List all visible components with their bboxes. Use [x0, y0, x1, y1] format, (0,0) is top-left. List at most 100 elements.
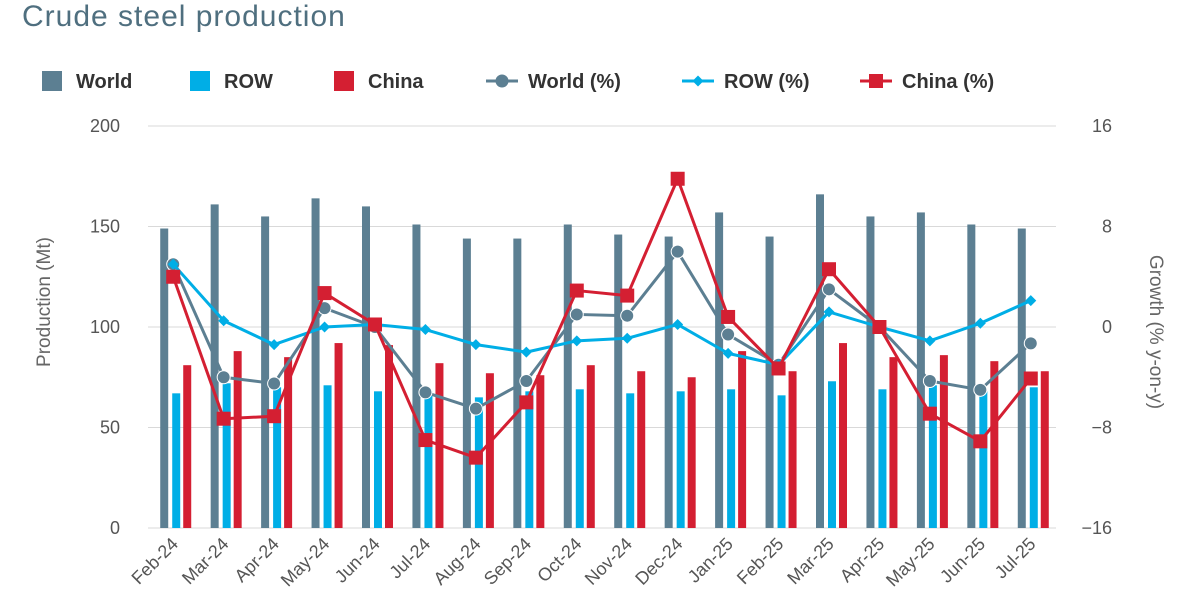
point-china	[872, 320, 887, 334]
x-tick-label: Jul-25	[991, 534, 1040, 583]
bar-row	[1029, 387, 1038, 528]
point-china	[468, 450, 483, 465]
bar-row	[222, 383, 231, 528]
bar-row	[676, 391, 685, 528]
point-world	[721, 327, 736, 342]
y2-tick-label: 8	[1102, 217, 1112, 237]
legend-marker-world	[495, 74, 509, 88]
point-china	[620, 288, 635, 303]
x-tick-label: Mar-25	[783, 534, 837, 588]
legend-label-china: China (%)	[902, 71, 994, 93]
point-row	[1025, 295, 1037, 307]
point-china	[721, 309, 736, 324]
x-tick-label: May-25	[882, 534, 939, 591]
x-tick-label: Feb-24	[128, 534, 182, 588]
bar-row	[374, 391, 382, 528]
chart-title: Crude steel production	[22, 0, 346, 33]
point-row	[218, 315, 230, 327]
point-world	[216, 370, 231, 385]
point-china	[418, 433, 433, 448]
bar-china	[183, 365, 192, 528]
bar-world	[816, 194, 824, 528]
bar-china	[536, 375, 545, 528]
point-china	[1023, 371, 1038, 386]
bar-world	[614, 234, 623, 529]
legend-swatch-row	[190, 71, 210, 91]
bar-china	[586, 365, 595, 528]
bar-row	[979, 391, 988, 528]
bar-world	[311, 198, 320, 529]
bar-world	[160, 228, 169, 528]
point-world	[267, 376, 282, 391]
bar-row	[777, 395, 786, 528]
bar-row	[727, 389, 736, 528]
bar-china	[839, 343, 847, 528]
x-tick-label: Nov-24	[581, 534, 636, 589]
legend-label-world: World (%)	[528, 71, 621, 93]
point-world	[670, 244, 685, 259]
point-china	[569, 283, 584, 298]
point-row	[319, 321, 331, 333]
y-axis-title: Production (Mt)	[34, 237, 55, 367]
point-world	[822, 282, 836, 297]
point-world	[1023, 336, 1038, 351]
point-world	[569, 307, 584, 322]
point-china	[166, 269, 181, 284]
point-row	[470, 339, 482, 351]
point-row	[167, 258, 179, 270]
series-line-row	[172, 263, 1032, 367]
bar-world	[412, 224, 421, 529]
point-row	[974, 317, 986, 329]
legend-label-row: ROW (%)	[724, 71, 810, 93]
bar-world	[866, 216, 875, 528]
bar-world	[715, 212, 724, 528]
bar-row	[575, 389, 584, 528]
x-tick-label: Jul-24	[385, 534, 434, 583]
bar-world	[513, 238, 522, 528]
bar-china	[738, 351, 747, 528]
legend-label-world: World	[76, 71, 132, 93]
point-china	[973, 434, 988, 449]
bar-china	[788, 371, 797, 528]
x-tick-label: Sep-24	[480, 534, 535, 589]
y2-axis-title: Growth (% y-on-y)	[1145, 255, 1166, 409]
bar-china	[637, 371, 646, 528]
bar-china	[1040, 371, 1049, 528]
y-tick-label: 0	[110, 518, 120, 538]
point-row	[419, 324, 431, 336]
bar-china	[485, 373, 494, 528]
point-china	[771, 361, 786, 376]
x-tick-label: Mar-24	[178, 534, 232, 588]
point-china	[822, 262, 836, 277]
point-row	[268, 339, 280, 351]
point-row	[924, 335, 936, 347]
point-world	[620, 308, 635, 323]
bar-world	[362, 206, 370, 528]
x-tick-label: Jun-24	[331, 534, 384, 587]
x-tick-label: Jun-25	[936, 534, 989, 587]
bar-china	[990, 361, 999, 528]
y2-tick-label: −16	[1081, 518, 1112, 538]
bar-world	[462, 238, 471, 528]
bar-world	[765, 236, 774, 529]
x-tick-label: May-24	[277, 534, 334, 591]
point-world	[973, 382, 988, 397]
series-line-world	[171, 250, 1032, 411]
bar-china	[939, 355, 948, 528]
bar-world	[261, 216, 270, 528]
x-tick-label: Apr-25	[836, 534, 888, 586]
bar-world	[664, 236, 673, 529]
bar-world	[967, 224, 976, 529]
bar-china	[334, 343, 343, 528]
x-tick-label: Oct-24	[533, 534, 585, 586]
legend-label-china: China	[368, 71, 424, 93]
point-world	[922, 374, 937, 389]
legend-swatch-world	[42, 71, 62, 91]
point-world	[519, 374, 534, 389]
y-tick-label: 50	[100, 418, 120, 438]
point-china	[317, 286, 332, 301]
bar-china	[385, 345, 393, 528]
bar-row	[424, 391, 433, 528]
legend-label-row: ROW	[224, 71, 273, 93]
